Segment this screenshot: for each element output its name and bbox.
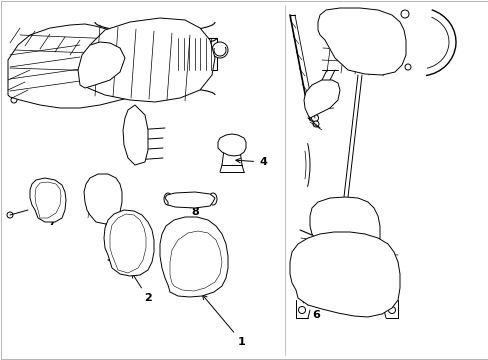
- Bar: [335, 202, 359, 212]
- Polygon shape: [123, 105, 148, 165]
- Ellipse shape: [7, 212, 13, 218]
- Text: 8: 8: [190, 203, 199, 217]
- Bar: [319, 295, 349, 307]
- Ellipse shape: [311, 114, 318, 122]
- Polygon shape: [218, 134, 245, 156]
- Polygon shape: [317, 8, 405, 75]
- Polygon shape: [160, 217, 227, 297]
- Ellipse shape: [298, 306, 305, 314]
- Polygon shape: [304, 80, 339, 118]
- Ellipse shape: [99, 197, 106, 203]
- Ellipse shape: [312, 121, 318, 127]
- Polygon shape: [289, 232, 399, 317]
- Ellipse shape: [163, 193, 172, 205]
- Ellipse shape: [126, 240, 134, 248]
- Text: 3: 3: [103, 219, 114, 263]
- Bar: [175, 38, 217, 70]
- Bar: [224, 140, 240, 150]
- Ellipse shape: [11, 97, 17, 103]
- Ellipse shape: [400, 10, 408, 18]
- Text: 1: 1: [202, 295, 245, 347]
- Text: 7: 7: [48, 211, 60, 227]
- Polygon shape: [164, 192, 215, 208]
- Text: 4: 4: [235, 157, 266, 167]
- Ellipse shape: [212, 42, 227, 58]
- Ellipse shape: [208, 193, 217, 205]
- Polygon shape: [30, 178, 66, 222]
- Text: 2: 2: [132, 273, 152, 303]
- Ellipse shape: [43, 198, 51, 206]
- Polygon shape: [82, 18, 215, 102]
- Polygon shape: [104, 210, 154, 276]
- Polygon shape: [84, 174, 122, 224]
- Text: 5: 5: [318, 234, 329, 259]
- Polygon shape: [78, 42, 125, 88]
- Ellipse shape: [404, 64, 410, 70]
- Polygon shape: [8, 24, 160, 108]
- Ellipse shape: [314, 223, 320, 229]
- Ellipse shape: [372, 223, 378, 229]
- Polygon shape: [309, 197, 379, 255]
- Ellipse shape: [387, 306, 395, 314]
- Text: 6: 6: [302, 298, 319, 320]
- Bar: [361, 295, 391, 307]
